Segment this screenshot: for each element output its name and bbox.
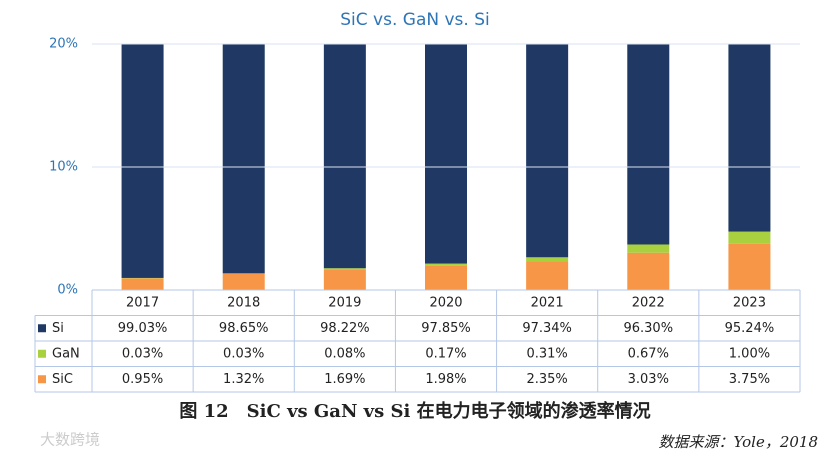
x-tick-label: 2022 [632, 295, 665, 310]
table-value: 97.85% [421, 321, 471, 336]
table-value: 0.08% [324, 346, 365, 361]
table-value: 0.03% [223, 346, 264, 361]
bar-segment [728, 243, 771, 290]
x-tick-label: 2019 [328, 295, 361, 310]
table-value: 98.22% [320, 321, 370, 336]
y-tick-label: 0% [57, 283, 78, 298]
x-tick-label: 2021 [531, 295, 564, 310]
table-value: 2.35% [526, 372, 567, 387]
plot-area [121, 44, 771, 290]
table-value: 96.30% [623, 321, 673, 336]
x-tick-label: 2023 [733, 295, 766, 310]
bar-segment [323, 268, 366, 270]
bar-segment [222, 44, 265, 274]
legend-swatch [38, 375, 46, 384]
table-value: 3.03% [628, 372, 669, 387]
table-value: 0.17% [425, 346, 466, 361]
bar-segment [526, 261, 569, 290]
bar-segment [627, 252, 670, 290]
chart-title: SiC vs. GaN vs. Si [340, 10, 489, 30]
table-value: 3.75% [729, 372, 770, 387]
y-tick-label: 20% [49, 37, 78, 52]
x-tick-label: 2020 [429, 295, 462, 310]
bar-segment [526, 44, 569, 258]
bar-segment [627, 244, 670, 253]
bar-segment [425, 263, 467, 266]
table-value: 0.03% [122, 346, 163, 361]
table-value: 0.31% [526, 346, 567, 361]
bar-segment [222, 273, 265, 290]
bar-segment [728, 44, 771, 232]
legend-swatch [38, 349, 46, 358]
bar-segment [323, 44, 366, 269]
table-value: 95.24% [725, 321, 775, 336]
bar-segment [323, 269, 366, 290]
table-value: 0.67% [628, 346, 669, 361]
bar-segment [728, 231, 771, 244]
source: 数据来源：Yole，2018 [659, 433, 818, 451]
bar-segment [121, 44, 164, 278]
caption: 图 12 SiC vs GaN vs Si 在电力电子领域的渗透率情况 [179, 400, 650, 422]
table-value: 98.65% [219, 321, 269, 336]
table-value: 97.34% [522, 321, 572, 336]
table-value: 1.98% [425, 372, 466, 387]
bar-segment [526, 257, 569, 262]
bar-segment [425, 265, 467, 290]
legend-label: GaN [52, 346, 80, 361]
table-value: 1.00% [729, 346, 770, 361]
table-value: 0.95% [122, 372, 163, 387]
legend-label: SiC [52, 372, 73, 387]
table-value: 99.03% [118, 321, 168, 336]
watermark: 大数跨境 [40, 431, 100, 449]
bar-segment [121, 278, 164, 290]
bar-segment [425, 44, 467, 264]
bar-segment [627, 44, 670, 245]
x-tick-label: 2017 [126, 295, 159, 310]
legend-label: Si [52, 321, 64, 336]
x-tick-label: 2018 [227, 295, 260, 310]
y-tick-label: 10% [49, 160, 78, 175]
table-value: 1.69% [324, 372, 365, 387]
legend-swatch [38, 324, 46, 333]
table-value: 1.32% [223, 372, 264, 387]
